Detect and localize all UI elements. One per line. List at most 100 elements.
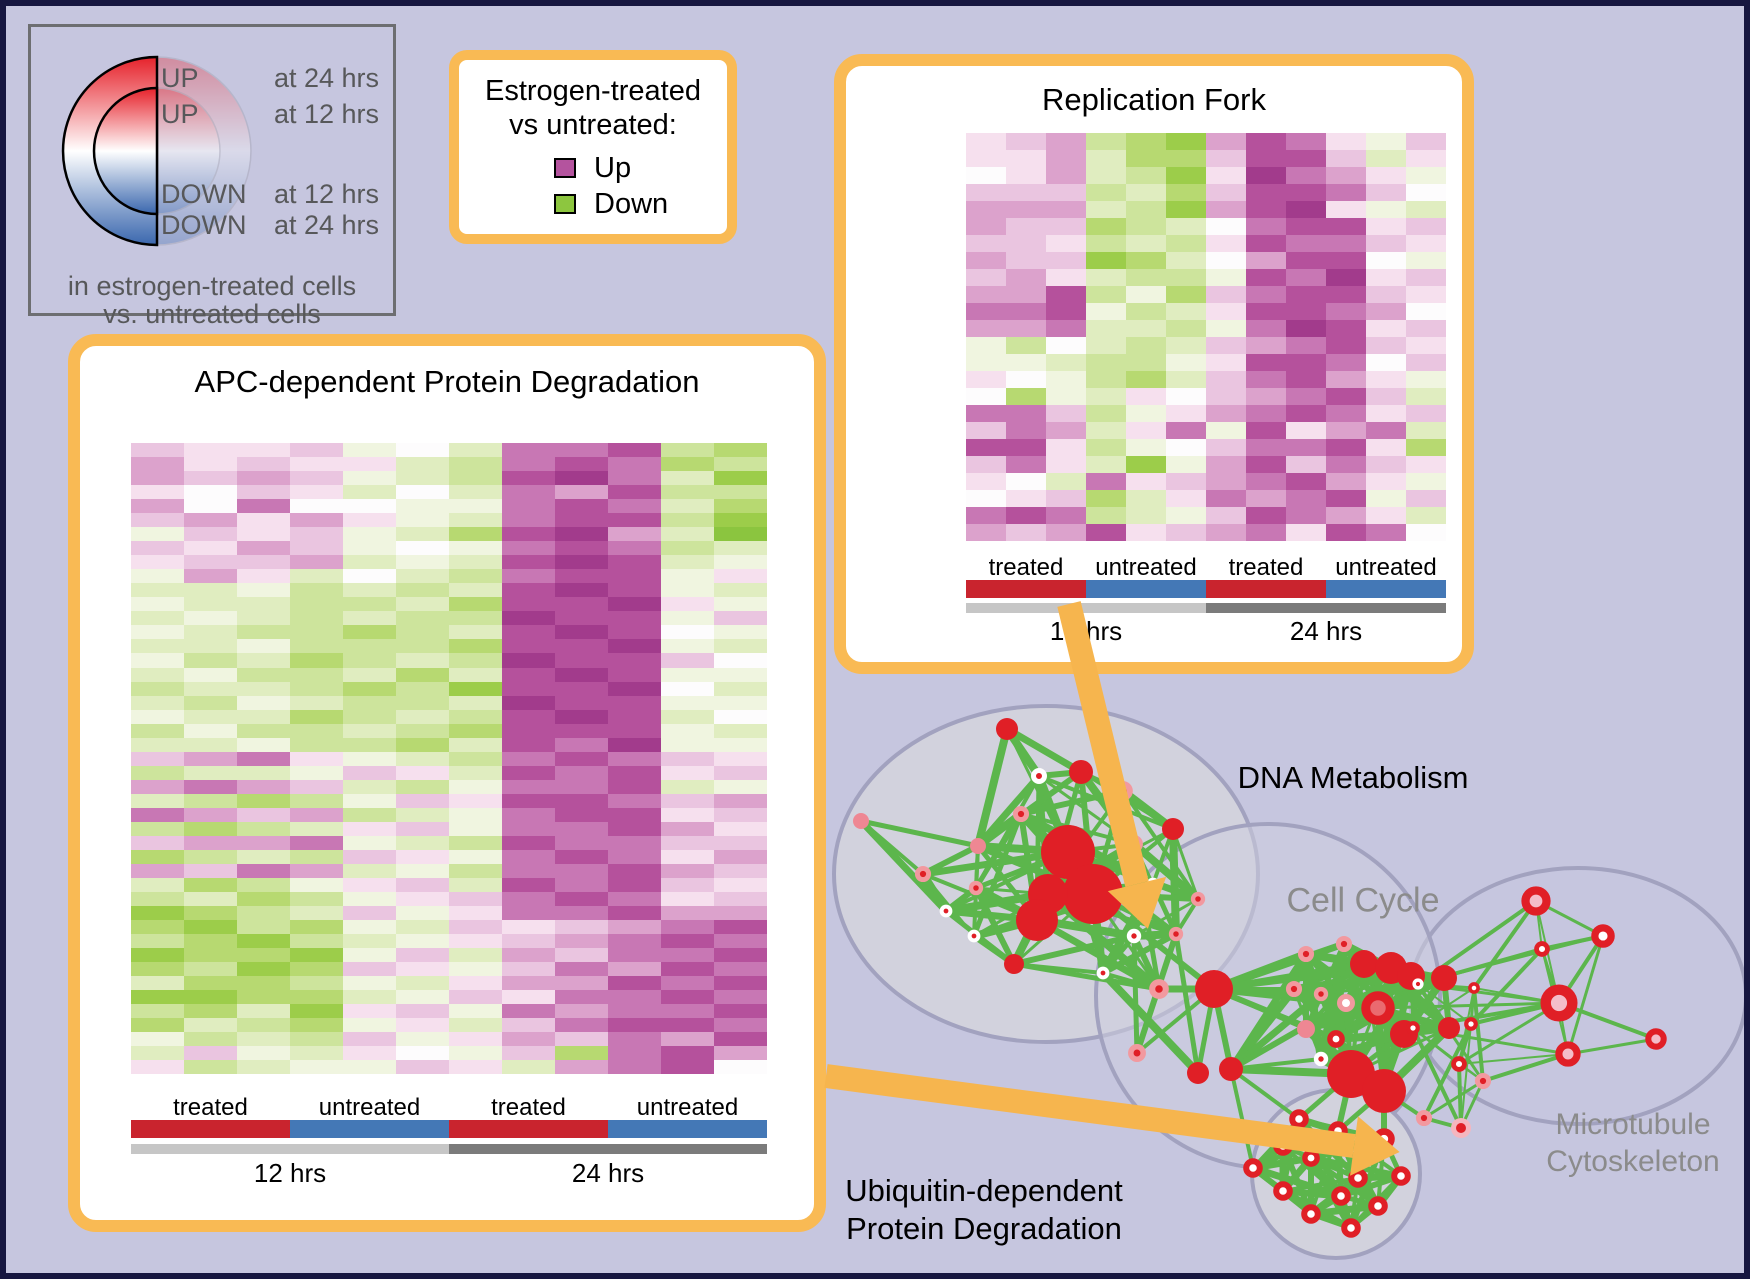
heatmap-cell [502,541,555,556]
heatmap-cell [714,485,767,500]
network-bridge-edge [1213,987,1337,1041]
heatmap-cell [131,877,184,892]
network-edge [1309,1156,1343,1198]
heatmap-cell [1166,524,1206,541]
network-edge [1293,966,1392,991]
heatmap-cell [1166,303,1206,320]
heatmap-cell [1246,167,1286,184]
heatmap-cell [1166,456,1206,473]
heatmap-cell [608,499,661,514]
heatmap-cell [714,499,767,514]
heatmap-cell [396,569,449,584]
network-edge [1045,771,1084,895]
heatmap-cell [290,990,343,1005]
network-edge [1320,992,1347,1005]
heatmap-cell [1086,371,1126,388]
heatmap-cell [184,976,237,991]
network-edge [1013,961,1160,992]
heatmap-row [131,1018,767,1033]
heatmap-cell [396,443,449,458]
network-node [996,718,1018,740]
network-bridge-edge [1409,975,1415,1029]
network-edge [1376,1138,1386,1207]
heatmap-cell [1246,218,1286,235]
heatmap-cell [1206,354,1246,371]
heatmap-row [131,920,767,935]
heatmap-cell [714,920,767,935]
heatmap-cell [714,821,767,836]
heatmap-cell [555,667,608,682]
heatmap-cell [714,1018,767,1033]
heatmap-row [131,681,767,696]
heatmap-cell [290,1032,343,1047]
heatmap-cell [1086,456,1126,473]
heatmap-cell [1046,303,1086,320]
heatmap-cell [608,807,661,822]
heatmap-cell [449,737,502,752]
cell-cycle-label: Cell Cycle [1286,882,1439,921]
ubiquitin-degradation-label: Ubiquitin-dependent Protein Degradation [845,1172,1123,1248]
heatmap-row [966,320,1446,337]
network-edge [1281,1129,1340,1193]
heatmap-cell [396,695,449,710]
heatmap-cell [396,737,449,752]
cluster-dna-metabolism [832,704,1260,1044]
heatmap-cell [1286,422,1326,439]
heatmap-cell [396,765,449,780]
network-node [1474,1072,1492,1090]
heatmap-cell [555,807,608,822]
group-label-untreated: untreated [1095,554,1197,581]
network-bridge-edge [1195,988,1217,1074]
network-edge [1281,1189,1313,1216]
network-edge [1296,1117,1344,1198]
heatmap-cell [131,653,184,668]
network-edge [1459,1080,1485,1129]
heatmap-cell [1166,439,1206,456]
heatmap-cell [237,485,290,500]
network-edge [1298,1117,1385,1141]
network-edge [1066,848,1200,903]
heatmap-cell [502,1004,555,1019]
condition-bar-treated [131,1120,290,1138]
heatmap-cell [1006,167,1046,184]
heatmap-cell [1406,490,1446,507]
heatmap-cell [237,765,290,780]
heatmap-cell [661,835,714,850]
heatmap-cell [343,821,396,836]
heatmap-cell [343,807,396,822]
network-bridge-edge [1377,1006,1414,1030]
heatmap-cell [449,653,502,668]
heatmap-cell [449,892,502,907]
network-edge [1251,1117,1301,1170]
heatmap-cell [1286,507,1326,524]
heatmap-cell [502,1018,555,1033]
heatmap-cell [237,892,290,907]
heatmap-row [966,167,1446,184]
network-edge [1335,1130,1344,1197]
heatmap-cell [449,471,502,486]
heatmap-cell [343,681,396,696]
heatmap-cell [1406,337,1446,354]
heatmap-cell [449,1004,502,1019]
heatmap-cell [502,639,555,654]
network-edge [1357,1172,1402,1182]
network-edge [1251,1164,1343,1200]
heatmap-cell [449,681,502,696]
network-edge [1362,961,1451,1031]
condition-bar-untreated [290,1120,449,1138]
heatmap-cell [1046,337,1086,354]
heatmap-row [131,934,767,949]
heatmap-row [966,235,1446,252]
network-node [967,929,981,943]
heatmap-cell [184,457,237,472]
network-edge [1349,1177,1360,1229]
heatmap-cell [1406,269,1446,286]
heatmap-row [131,793,767,808]
heatmap-cell [502,499,555,514]
network-bridge-edge [1135,987,1216,1055]
heatmap-cell [502,513,555,528]
network-edge [1305,1027,1337,1041]
heatmap-cell [184,653,237,668]
heatmap-cell [1366,303,1406,320]
heatmap-cell [1366,218,1406,235]
